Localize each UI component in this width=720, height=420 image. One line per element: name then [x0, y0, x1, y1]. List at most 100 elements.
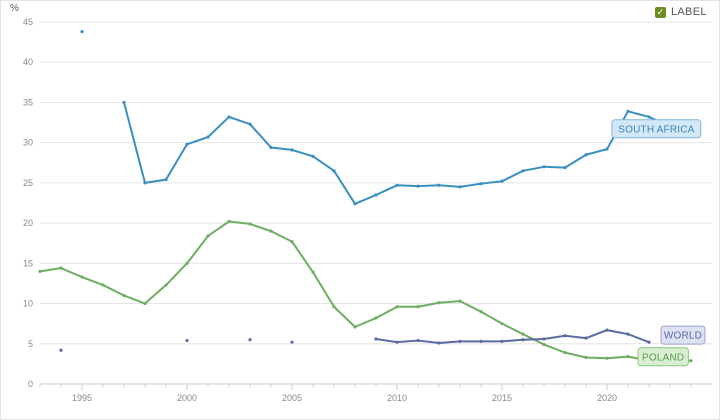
- data-point-world[interactable]: [563, 334, 567, 338]
- x-tick-label: 2015: [492, 393, 512, 403]
- series-world: [59, 328, 651, 352]
- data-point-south-africa[interactable]: [647, 115, 651, 119]
- data-point-world[interactable]: [416, 338, 420, 343]
- data-point-poland[interactable]: [521, 332, 525, 336]
- data-point-world[interactable]: [605, 328, 609, 332]
- data-point-south-africa[interactable]: [626, 109, 630, 113]
- data-point-poland[interactable]: [164, 283, 168, 287]
- data-point-world[interactable]: [584, 336, 588, 340]
- data-point-poland[interactable]: [542, 342, 546, 347]
- series-label-text: POLAND: [642, 352, 684, 363]
- data-point-poland[interactable]: [332, 305, 336, 309]
- data-point-south-africa[interactable]: [80, 30, 84, 34]
- data-point-poland[interactable]: [458, 299, 462, 303]
- y-tick-label: 40: [23, 57, 33, 67]
- data-point-poland[interactable]: [227, 219, 231, 224]
- data-point-south-africa[interactable]: [269, 145, 273, 150]
- data-point-south-africa[interactable]: [311, 154, 315, 158]
- data-point-poland[interactable]: [38, 269, 42, 273]
- data-point-world[interactable]: [374, 337, 378, 341]
- y-tick-label: 30: [23, 138, 33, 148]
- data-point-world[interactable]: [437, 341, 441, 345]
- data-point-poland[interactable]: [143, 301, 147, 306]
- series-line-poland: [39, 220, 692, 363]
- data-point-south-africa[interactable]: [227, 115, 231, 119]
- data-point-south-africa[interactable]: [542, 165, 546, 169]
- data-point-world[interactable]: [248, 338, 252, 342]
- data-point-world[interactable]: [521, 338, 525, 342]
- data-point-poland[interactable]: [206, 234, 210, 238]
- data-point-poland[interactable]: [269, 229, 273, 233]
- series-label-south-africa: SOUTH AFRICA: [611, 119, 702, 139]
- check-icon: ✓: [655, 6, 666, 18]
- data-point-south-africa[interactable]: [332, 169, 336, 173]
- axes: 0 5 10 15 20 25 30 35 40 45 1995 2000 2005 2010 2015 20…: [23, 17, 712, 403]
- data-point-south-africa[interactable]: [248, 122, 252, 126]
- data-point-south-africa[interactable]: [605, 147, 609, 151]
- data-point-south-africa[interactable]: [521, 169, 525, 173]
- data-point-south-africa[interactable]: [185, 142, 189, 146]
- data-point-poland[interactable]: [122, 293, 126, 298]
- data-point-poland[interactable]: [101, 283, 105, 287]
- data-point-poland[interactable]: [563, 351, 567, 355]
- y-axis-unit: %: [10, 3, 19, 14]
- data-point-poland[interactable]: [353, 325, 357, 329]
- data-point-south-africa[interactable]: [353, 202, 357, 206]
- data-point-world[interactable]: [59, 348, 63, 352]
- label-toggle-text: LABEL: [671, 6, 707, 18]
- data-point-south-africa[interactable]: [374, 193, 378, 197]
- data-point-poland[interactable]: [290, 240, 294, 244]
- series-label-poland: POLAND: [637, 347, 689, 367]
- gridlines: [40, 21, 712, 345]
- data-point-world[interactable]: [290, 340, 294, 344]
- data-point-poland[interactable]: [80, 275, 84, 279]
- x-tick-label: 2000: [177, 393, 197, 403]
- x-tick-label: 2020: [597, 393, 617, 403]
- data-point-south-africa[interactable]: [437, 183, 441, 187]
- data-point-world[interactable]: [626, 332, 630, 336]
- data-point-poland[interactable]: [185, 261, 189, 265]
- y-tick-label: 20: [23, 218, 33, 228]
- data-point-world[interactable]: [647, 340, 651, 344]
- series-label-world: WORLD: [660, 325, 706, 345]
- data-point-poland[interactable]: [395, 305, 399, 309]
- data-point-south-africa[interactable]: [290, 148, 294, 152]
- data-point-south-africa[interactable]: [458, 185, 462, 189]
- data-point-south-africa[interactable]: [584, 153, 588, 157]
- data-point-south-africa[interactable]: [143, 181, 147, 185]
- data-point-poland[interactable]: [374, 316, 378, 320]
- data-point-world[interactable]: [185, 338, 189, 343]
- data-point-world[interactable]: [458, 339, 462, 343]
- data-point-south-africa[interactable]: [500, 179, 504, 183]
- series-label-text: SOUTH AFRICA: [618, 124, 694, 135]
- data-point-poland[interactable]: [500, 322, 504, 326]
- data-point-poland[interactable]: [584, 355, 588, 360]
- data-point-poland[interactable]: [311, 270, 315, 274]
- y-tick-label: 5: [28, 339, 33, 349]
- data-point-poland[interactable]: [689, 359, 693, 363]
- data-point-south-africa[interactable]: [395, 183, 399, 187]
- data-point-poland[interactable]: [416, 305, 420, 309]
- series-label-box: [637, 347, 689, 367]
- data-point-poland[interactable]: [248, 222, 252, 226]
- label-toggle[interactable]: ✓ LABEL: [655, 5, 707, 19]
- data-point-poland[interactable]: [437, 301, 441, 305]
- y-tick-label: 15: [23, 258, 33, 268]
- data-point-south-africa[interactable]: [206, 135, 210, 139]
- data-point-south-africa[interactable]: [563, 166, 567, 170]
- series-label-box: [660, 325, 706, 345]
- data-point-south-africa[interactable]: [164, 178, 168, 182]
- data-point-world[interactable]: [500, 339, 504, 343]
- x-tick-label: 2005: [282, 393, 302, 403]
- data-point-world[interactable]: [542, 337, 546, 341]
- data-point-poland[interactable]: [605, 356, 609, 360]
- data-point-south-africa[interactable]: [479, 182, 483, 186]
- data-point-poland[interactable]: [626, 355, 630, 359]
- data-point-south-africa[interactable]: [416, 184, 420, 188]
- series-poland: [38, 219, 693, 364]
- data-point-south-africa[interactable]: [122, 100, 126, 105]
- data-point-world[interactable]: [395, 340, 399, 344]
- data-point-poland[interactable]: [479, 310, 483, 314]
- data-point-poland[interactable]: [59, 266, 63, 270]
- data-point-world[interactable]: [479, 339, 483, 343]
